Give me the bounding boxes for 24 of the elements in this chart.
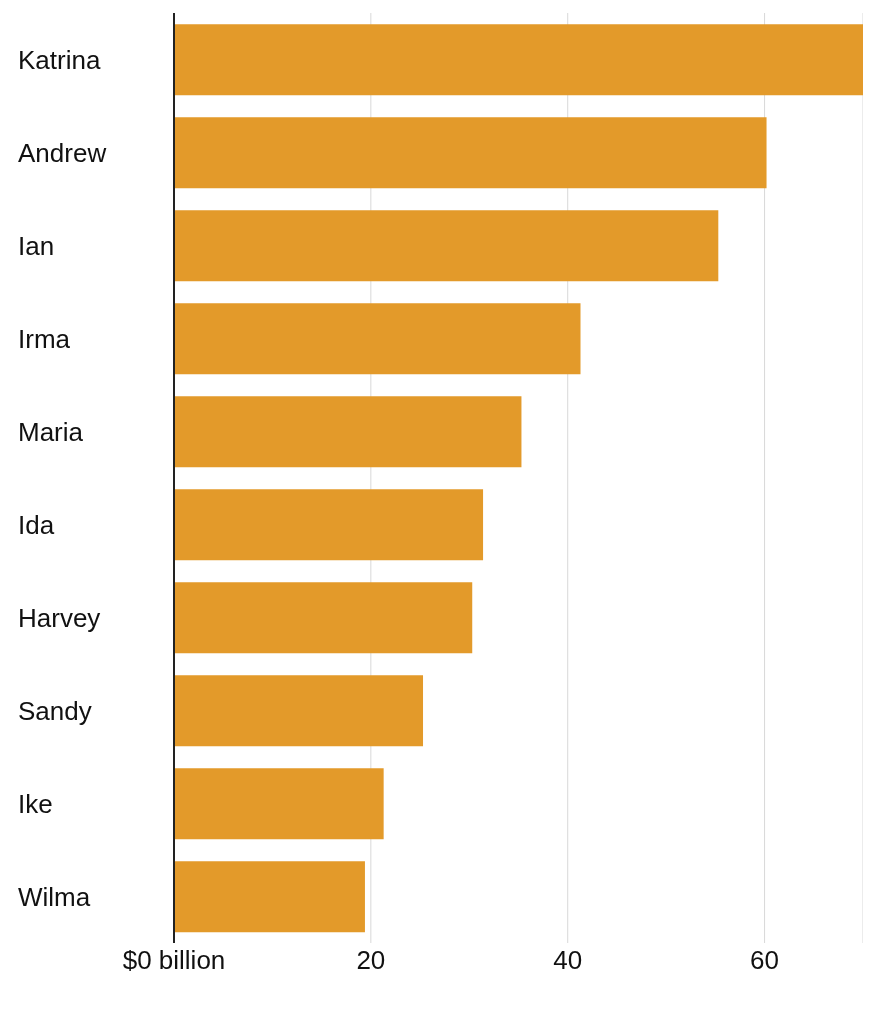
y-tick-label: Irma: [18, 323, 71, 354]
y-tick-label: Ike: [18, 788, 53, 819]
bar: [174, 768, 384, 840]
bar: [174, 396, 522, 468]
x-tick-label: 40: [553, 945, 583, 976]
y-tick-label: Ian: [18, 230, 55, 261]
y-tick-label: Harvey: [18, 602, 101, 633]
y-tick-label: Maria: [18, 416, 84, 447]
x-tick-label: 60: [750, 945, 780, 976]
bar: [174, 24, 863, 96]
y-tick-label: Sandy: [18, 695, 92, 726]
bar: [174, 303, 581, 375]
bar: [174, 117, 767, 189]
bar: [174, 582, 473, 654]
y-tick-label: Wilma: [18, 881, 91, 912]
x-tick-label: $0 billion: [122, 945, 226, 976]
x-tick-label: 20: [356, 945, 386, 976]
bar: [174, 210, 719, 282]
bar: [174, 861, 365, 933]
y-tick-label: Andrew: [18, 137, 107, 168]
y-tick-label: Ida: [18, 509, 55, 540]
bar: [174, 489, 484, 561]
y-tick-label: Katrina: [18, 44, 101, 75]
bar: [174, 675, 424, 747]
